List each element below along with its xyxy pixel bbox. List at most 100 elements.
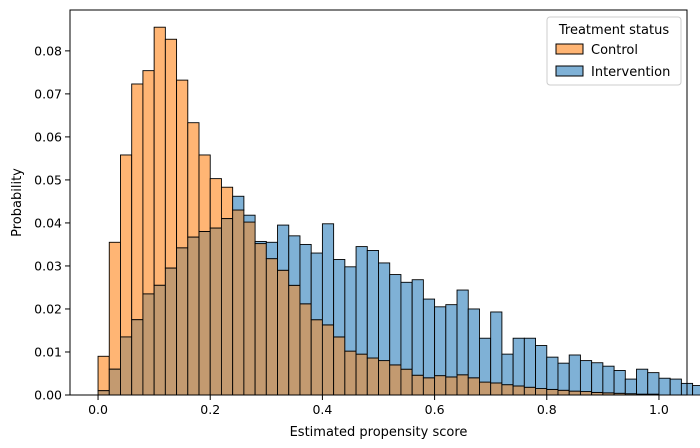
overlap-bar-38 bbox=[523, 386, 537, 396]
intervention-bar-26 bbox=[389, 274, 402, 366]
y-tick-label: 0.04 bbox=[34, 215, 62, 230]
overlap-bar-31 bbox=[445, 376, 458, 396]
overlap-bar-40 bbox=[546, 388, 559, 396]
intervention-bar-30 bbox=[434, 306, 447, 377]
legend-swatch-intervention bbox=[555, 65, 584, 77]
overlap-bar-10 bbox=[209, 227, 222, 396]
control-bar-4 bbox=[142, 70, 155, 295]
control-bar-2 bbox=[120, 154, 133, 338]
y-tick-label: 0.03 bbox=[34, 258, 62, 273]
overlap-bar-41 bbox=[557, 389, 570, 396]
intervention-bars bbox=[232, 195, 700, 396]
overlap-bar-11 bbox=[220, 218, 234, 396]
intervention-bar-51 bbox=[669, 378, 682, 396]
overlap-bar-2 bbox=[120, 336, 133, 396]
control-bar-6 bbox=[164, 38, 178, 269]
control-bar-8 bbox=[187, 122, 200, 238]
overlap-bar-43 bbox=[579, 391, 593, 396]
overlap-bar-35 bbox=[490, 382, 503, 396]
x-tick-label: 0.4 bbox=[312, 402, 332, 417]
intervention-bar-16 bbox=[277, 224, 290, 271]
overlap-bar-9 bbox=[198, 231, 211, 396]
intervention-bar-14 bbox=[254, 240, 267, 245]
legend-label-control: Control bbox=[591, 43, 638, 58]
intervention-bar-13 bbox=[243, 214, 256, 223]
overlap-bar-37 bbox=[512, 385, 525, 396]
intervention-bar-34 bbox=[479, 337, 492, 383]
x-axis-ticks: 0.0 0.2 0.4 0.6 0.8 1.0 bbox=[88, 395, 669, 417]
intervention-bar-36 bbox=[501, 353, 514, 386]
overlap-bar-13 bbox=[243, 221, 256, 396]
intervention-bar-41 bbox=[557, 362, 570, 391]
intervention-bar-40 bbox=[546, 356, 559, 390]
y-axis-ticks: 0.00 0.01 0.02 0.03 0.04 0.05 0.06 0.07 0.08 bbox=[34, 43, 70, 403]
overlap-bar-18 bbox=[299, 303, 312, 396]
y-tick-label: 0.06 bbox=[34, 129, 62, 144]
y-axis-label: Probability bbox=[10, 168, 25, 237]
intervention-bar-48 bbox=[636, 368, 649, 395]
overlap-bar-6 bbox=[164, 267, 178, 396]
intervention-bar-50 bbox=[658, 377, 671, 396]
overlap-bar-3 bbox=[131, 319, 144, 396]
intervention-bar-19 bbox=[310, 252, 323, 321]
y-tick-label: 0.01 bbox=[34, 344, 62, 359]
overlap-bar-42 bbox=[568, 390, 581, 396]
overlap-bar-36 bbox=[501, 384, 514, 396]
intervention-bar-31 bbox=[445, 304, 458, 378]
intervention-bar-29 bbox=[422, 298, 436, 379]
overlap-bar-19 bbox=[310, 319, 323, 396]
overlap-bar-4 bbox=[142, 293, 155, 396]
overlap-bar-34 bbox=[479, 381, 492, 396]
overlap-bar-24 bbox=[366, 357, 379, 396]
intervention-bar-53 bbox=[692, 385, 700, 396]
x-tick-label: 0.6 bbox=[425, 402, 445, 417]
intervention-bar-38 bbox=[523, 337, 537, 388]
overlap-bar-33 bbox=[467, 377, 480, 396]
intervention-bar-37 bbox=[512, 337, 525, 387]
control-bar-11 bbox=[220, 186, 234, 220]
overlap-bar-5 bbox=[153, 284, 166, 396]
legend-swatch-control bbox=[555, 43, 584, 55]
overlap-bar-23 bbox=[355, 353, 368, 396]
overlap-bar-16 bbox=[277, 269, 290, 396]
overlap-bar-14 bbox=[254, 243, 267, 396]
intervention-bar-45 bbox=[602, 365, 615, 394]
control-bar-9 bbox=[198, 154, 211, 232]
intervention-bar-18 bbox=[299, 243, 312, 305]
intervention-bar-39 bbox=[535, 345, 548, 389]
x-axis-label: Estimated propensity score bbox=[290, 425, 468, 440]
overlap-bar-29 bbox=[422, 377, 436, 396]
intervention-bar-25 bbox=[378, 262, 391, 362]
overlap-bar-30 bbox=[434, 375, 447, 396]
overlap-bar-26 bbox=[389, 364, 402, 396]
overlap-bar-32 bbox=[456, 374, 469, 396]
intervention-bar-21 bbox=[333, 259, 346, 338]
intervention-bar-17 bbox=[288, 235, 301, 286]
legend-label-intervention: Intervention bbox=[591, 65, 670, 80]
control-bar-0 bbox=[97, 355, 110, 392]
intervention-bar-23 bbox=[355, 246, 368, 355]
intervention-bar-12 bbox=[232, 195, 245, 211]
intervention-bar-32 bbox=[456, 289, 469, 376]
overlap-bar-27 bbox=[400, 368, 413, 396]
control-bars bbox=[97, 26, 234, 392]
control-bar-7 bbox=[176, 79, 189, 249]
overlap-bar-8 bbox=[187, 236, 200, 396]
control-bar-5 bbox=[153, 26, 166, 286]
y-tick-label: 0.05 bbox=[34, 172, 62, 187]
y-tick-label: 0.08 bbox=[34, 43, 62, 58]
intervention-bar-28 bbox=[411, 279, 424, 376]
intervention-bar-47 bbox=[624, 378, 637, 395]
intervention-bar-46 bbox=[613, 370, 626, 394]
intervention-bar-24 bbox=[366, 250, 379, 359]
plot-frame bbox=[69, 9, 688, 396]
overlap-bar-20 bbox=[321, 324, 335, 396]
intervention-bar-35 bbox=[490, 311, 503, 384]
legend-title: Treatment status bbox=[558, 23, 669, 38]
y-tick-label: 0.07 bbox=[34, 86, 62, 101]
y-tick-label: 0.02 bbox=[34, 301, 62, 316]
overlap-bars bbox=[97, 209, 660, 396]
overlap-bar-39 bbox=[535, 388, 548, 396]
overlap-bar-7 bbox=[176, 247, 189, 396]
